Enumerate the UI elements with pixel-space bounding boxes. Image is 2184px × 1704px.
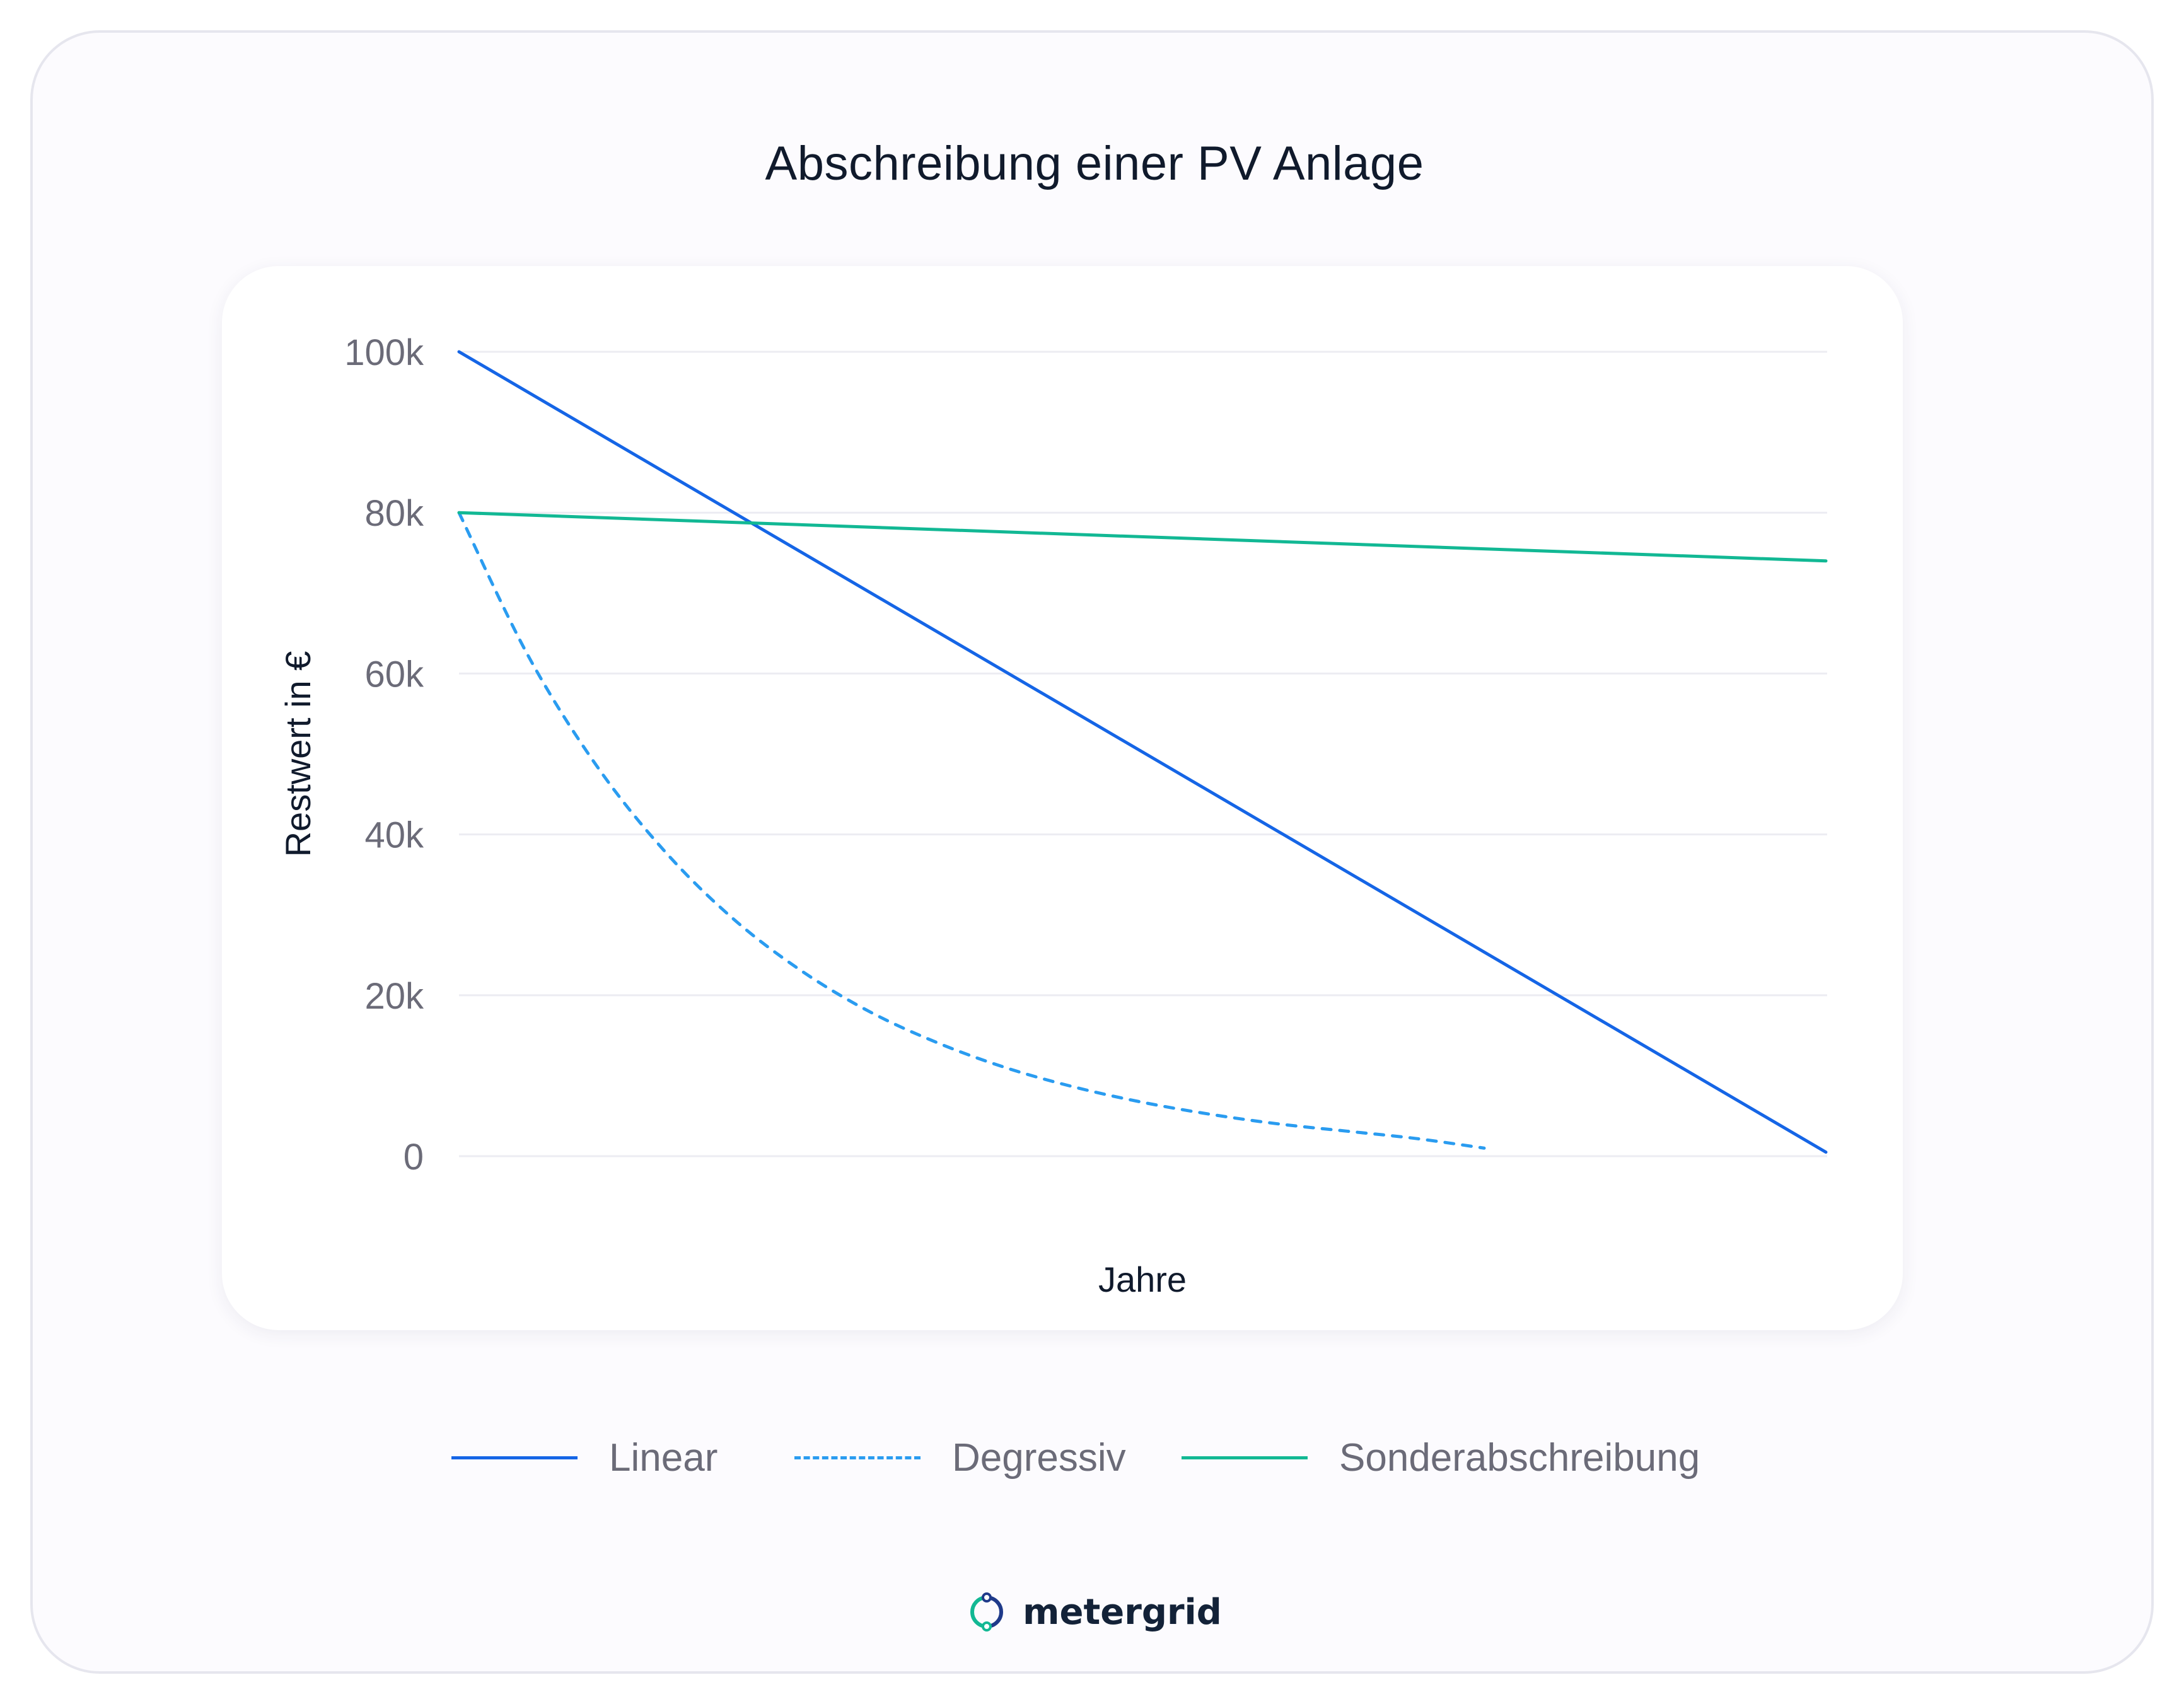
series-line-degressiv[interactable] <box>457 511 1486 1150</box>
brand-name: metergrid <box>1023 1591 1222 1633</box>
legend-swatch-linear <box>451 1456 578 1459</box>
plot-area-panel <box>222 266 1903 1330</box>
legend-label-degressiv: Degressiv <box>952 1435 1126 1480</box>
y-tick-label: 40k <box>364 815 424 856</box>
brand-logo: metergrid <box>33 1584 2156 1640</box>
legend: Linear Degressiv Sonderabschreibung <box>33 1426 2156 1489</box>
legend-item-linear[interactable]: Linear <box>451 1426 717 1489</box>
series-line-sonder[interactable] <box>457 511 1828 563</box>
chart-title: Abschreibung einer PV Anlage <box>765 137 1424 190</box>
legend-item-degressiv[interactable]: Degressiv <box>794 1426 1126 1489</box>
chart-card: Abschreibung einer PV Anlage 0 20k 40k 60k 8… <box>30 30 2154 1674</box>
legend-swatch-degressiv <box>794 1456 921 1459</box>
legend-swatch-sonderabschreibung <box>1182 1456 1308 1459</box>
metergrid-logo-icon <box>970 1592 1004 1632</box>
series-line-linear[interactable] <box>457 350 1828 1154</box>
line-chart: 0 20k 40k 60k 80k 100k Restwert in € Jahre <box>278 332 1828 1299</box>
y-tick-label: 100k <box>344 332 424 373</box>
y-tick-label: 80k <box>364 493 424 534</box>
y-tick-label: 0 <box>404 1137 424 1178</box>
y-tick-label: 60k <box>364 654 424 695</box>
x-axis-title: Jahre <box>1098 1260 1187 1299</box>
legend-label-linear: Linear <box>609 1435 718 1480</box>
legend-item-sonderabschreibung[interactable]: Sonderabschreibung <box>1182 1426 1700 1489</box>
y-axis-title: Restwert in € <box>278 651 318 857</box>
legend-label-sonderabschreibung: Sonderabschreibung <box>1339 1435 1700 1480</box>
y-tick-label: 20k <box>364 976 424 1017</box>
